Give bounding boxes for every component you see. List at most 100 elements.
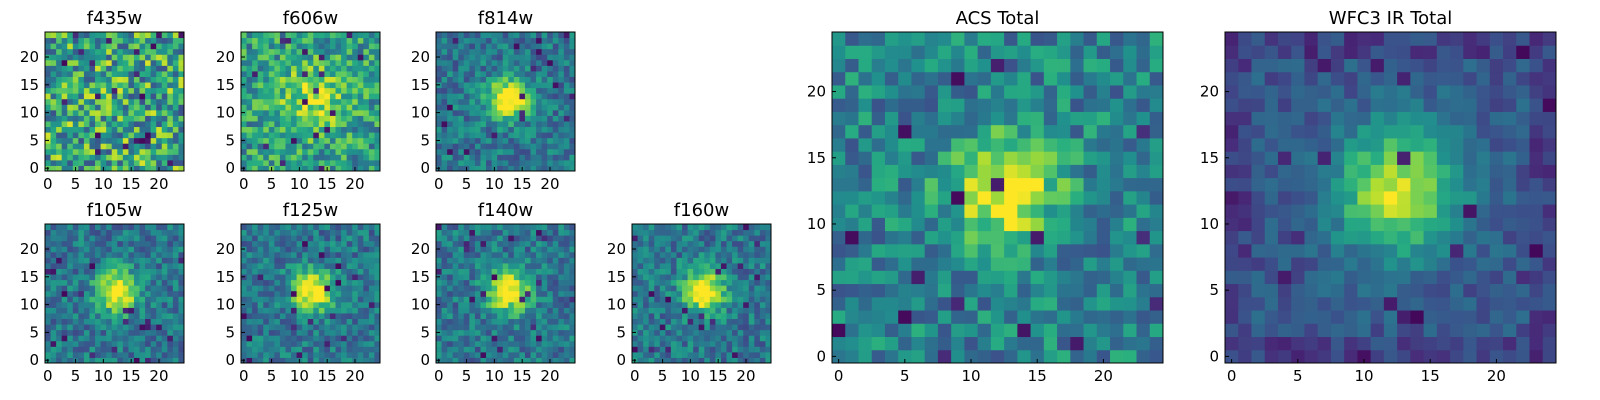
heatmap-cell	[469, 235, 476, 242]
heatmap-cell	[441, 120, 448, 128]
heatmap-cell	[268, 32, 275, 39]
heatmap-cell	[704, 346, 711, 353]
heatmap-cell	[1083, 310, 1098, 324]
heatmap-cell	[964, 190, 979, 205]
heatmap-cell	[637, 274, 644, 281]
heatmap-cell	[133, 76, 141, 83]
heatmap-cell	[374, 93, 381, 100]
heatmap-cell	[324, 335, 331, 342]
heatmap-cell	[133, 290, 141, 297]
heatmap-cell	[1043, 283, 1058, 298]
heatmap-cell	[161, 257, 168, 264]
heatmap-cell	[569, 115, 576, 122]
heatmap-cell	[720, 357, 728, 364]
heatmap-cell	[156, 307, 163, 314]
heatmap-cell	[246, 154, 253, 161]
heatmap-cell	[502, 257, 509, 264]
heatmap-cell	[78, 257, 85, 264]
heatmap-cell	[346, 159, 353, 166]
heatmap-cell	[329, 329, 337, 336]
heatmap-cell	[474, 224, 481, 231]
heatmap-cell	[106, 98, 113, 105]
heatmap-cell	[558, 43, 565, 50]
heatmap-cell	[122, 340, 129, 347]
heatmap-cell	[352, 59, 359, 66]
heatmap-cell	[111, 137, 118, 144]
heatmap-cell	[302, 120, 309, 128]
heatmap-cell	[346, 324, 353, 331]
heatmap-cell	[145, 154, 152, 161]
heatmap-cell	[45, 87, 52, 94]
y-tick-label: 15	[20, 268, 39, 286]
heatmap-cell	[50, 351, 57, 358]
heatmap-cell	[469, 224, 476, 231]
heatmap-cell	[161, 76, 168, 83]
heatmap-cell	[89, 126, 96, 133]
heatmap-cell	[274, 312, 281, 320]
heatmap-cell	[1043, 310, 1058, 324]
heatmap-cell	[748, 262, 755, 269]
heatmap-cell	[832, 323, 846, 338]
heatmap-cell	[1017, 164, 1032, 179]
heatmap-cell	[78, 240, 85, 247]
heatmap-cell	[759, 357, 766, 364]
heatmap-cell	[530, 59, 537, 66]
heatmap-cell	[50, 257, 57, 264]
heatmap-cell	[726, 296, 733, 303]
heatmap-cell	[547, 159, 554, 166]
heatmap-cell	[474, 235, 481, 242]
heatmap-cell	[709, 312, 716, 320]
heatmap-cell	[765, 318, 772, 325]
heatmap-cell	[106, 148, 113, 155]
heatmap-cell	[452, 296, 459, 303]
heatmap-cell	[368, 290, 375, 297]
heatmap-cell	[676, 357, 683, 364]
heatmap-cell	[552, 32, 559, 39]
heatmap-cell	[178, 137, 185, 144]
heatmap-cell	[100, 115, 107, 122]
heatmap-cell	[56, 165, 63, 172]
heatmap-cell	[318, 98, 325, 105]
heatmap-cell	[341, 301, 348, 308]
heatmap-cell	[172, 357, 179, 364]
heatmap-cell	[252, 98, 259, 105]
heatmap-cell	[1096, 230, 1111, 245]
heatmap-cell	[56, 324, 63, 331]
heatmap-cell	[117, 329, 124, 336]
heatmap-cell	[122, 70, 129, 77]
heatmap-cell	[178, 290, 185, 297]
heatmap-cell	[291, 98, 298, 105]
heatmap-cell	[56, 126, 63, 133]
heatmap-cell	[898, 349, 912, 364]
heatmap-cell	[441, 54, 448, 61]
heatmap-cell	[519, 115, 526, 122]
heatmap-cell	[497, 329, 504, 336]
heatmap-cell	[654, 357, 661, 364]
heatmap-cell	[161, 251, 168, 258]
heatmap-cell	[541, 307, 548, 314]
heatmap-cell	[693, 329, 700, 336]
heatmap-cell	[563, 335, 570, 342]
heatmap-cell	[263, 324, 270, 331]
heatmap-cell	[241, 120, 248, 128]
heatmap-cell	[508, 87, 515, 94]
heatmap-cell	[368, 104, 375, 111]
heatmap-cell	[441, 143, 448, 150]
heatmap-cell	[167, 257, 174, 264]
heatmap-cell	[536, 296, 543, 303]
heatmap-cell	[670, 229, 677, 236]
heatmap-cell	[687, 246, 694, 253]
heatmap-cell	[111, 126, 118, 133]
heatmap-cell	[50, 154, 57, 161]
heatmap-cell	[1149, 190, 1164, 205]
heatmap-cell	[313, 224, 320, 231]
heatmap-cell	[346, 137, 353, 144]
heatmap-cell	[263, 357, 270, 364]
heatmap-cell	[291, 43, 298, 50]
heatmap-cell	[436, 351, 443, 358]
heatmap-cell	[279, 48, 286, 55]
heatmap-cell	[357, 235, 364, 242]
heatmap-cell	[502, 268, 509, 275]
axis-frame	[44, 31, 185, 172]
heatmap-cell	[285, 279, 292, 286]
